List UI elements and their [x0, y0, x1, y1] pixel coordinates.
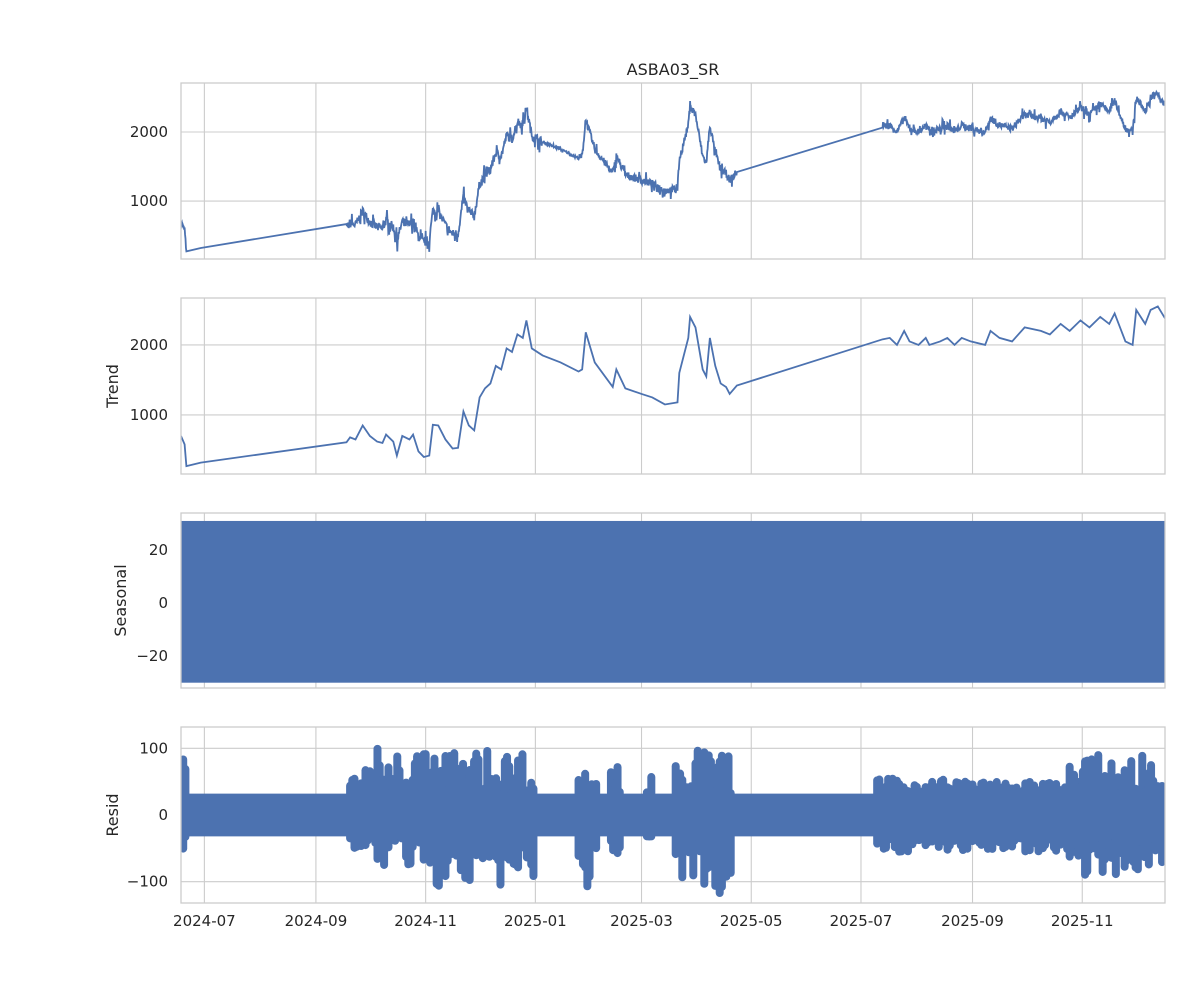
plot-area — [181, 520, 1165, 683]
seasonal-band — [181, 520, 1165, 683]
x-tick-label: 2025-11 — [1051, 912, 1114, 930]
y-tick-label: 20 — [149, 541, 168, 559]
y-tick-label: 2000 — [130, 123, 168, 141]
x-tick-label: 2024-09 — [285, 912, 348, 930]
observed-line — [181, 89, 1165, 253]
x-tick-label: 2025-05 — [720, 912, 783, 930]
panel-trend: 1000 2000 Trend — [103, 297, 1166, 475]
trend-line — [181, 305, 1165, 468]
x-tick-label: 2025-07 — [830, 912, 893, 930]
chart-title: ASBA03_SR — [627, 60, 720, 80]
y-tick-label: 1000 — [130, 192, 168, 210]
y-axis-label: Seasonal — [111, 564, 130, 636]
panel-resid: 2024-07 2024-09 2024-11 2025-01 2025-03 2025-… — [103, 726, 1166, 930]
plot-area — [181, 89, 1165, 253]
y-tick-label: 0 — [158, 594, 168, 612]
y-tick-label: 1000 — [130, 406, 168, 424]
y-tick-label: 0 — [158, 806, 168, 824]
axes-frame — [180, 82, 1166, 260]
panel-observed: 1000 2000 — [130, 82, 1166, 260]
y-axis-label: Trend — [103, 364, 122, 409]
axes-frame — [180, 512, 1166, 689]
x-tick-label: 2024-07 — [173, 912, 236, 930]
y-axis-label: Resid — [103, 793, 122, 836]
axes-frame — [180, 297, 1166, 475]
y-tick-label: −20 — [136, 647, 168, 665]
x-tick-label: 2025-01 — [504, 912, 567, 930]
y-tick-label: −100 — [127, 873, 168, 891]
x-tick-label: 2025-03 — [610, 912, 673, 930]
x-tick-label: 2024-11 — [394, 912, 457, 930]
plot-area — [181, 744, 1165, 897]
plot-area — [181, 305, 1165, 468]
axes-frame — [180, 726, 1166, 904]
y-tick-label: 2000 — [130, 336, 168, 354]
y-tick-label: 100 — [139, 739, 168, 757]
x-tick-label: 2025-09 — [941, 912, 1004, 930]
panel-seasonal: −20 0 20 Seasonal — [111, 512, 1166, 689]
